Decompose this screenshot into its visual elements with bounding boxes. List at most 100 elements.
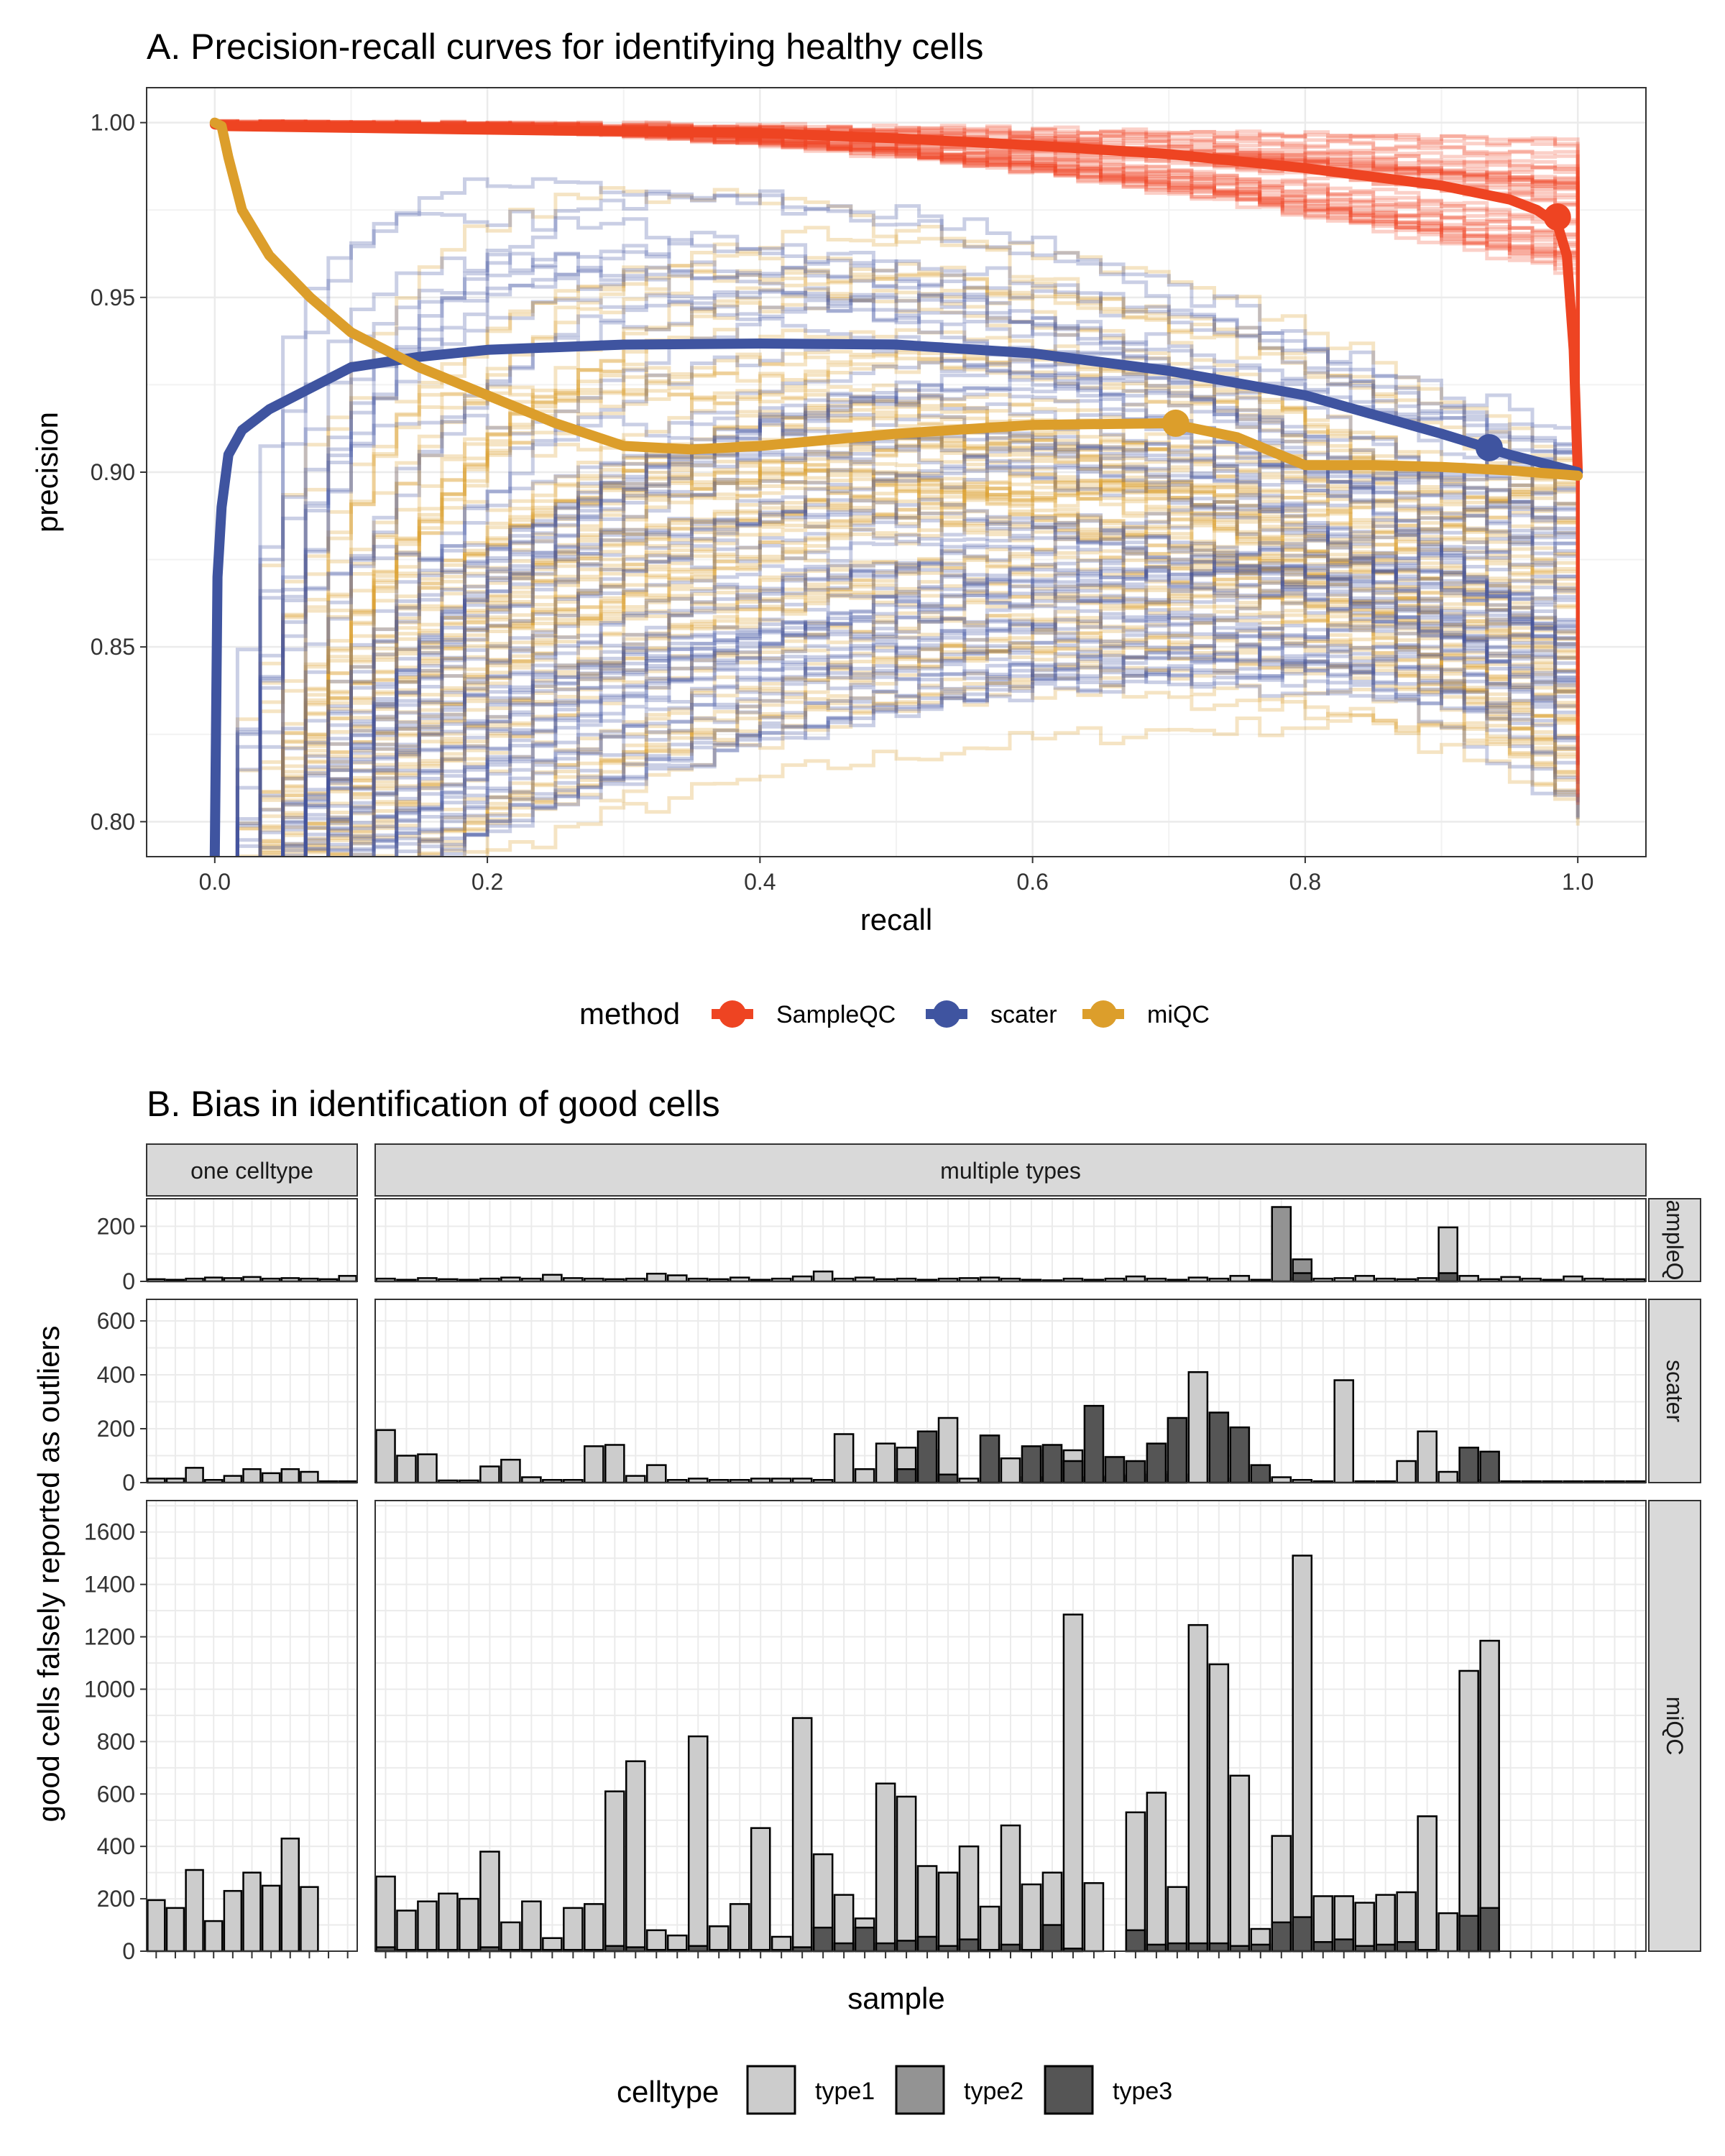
sample-curve-SampleQC bbox=[214, 120, 1580, 225]
series-marker-scater bbox=[1475, 433, 1503, 461]
legend-key-type2 bbox=[895, 2065, 945, 2115]
sample-curve-scater bbox=[440, 662, 1580, 857]
sample-curve-miQC bbox=[349, 635, 1580, 857]
legend-label-type2: type2 bbox=[964, 2078, 1024, 2105]
sample-curve-scater bbox=[258, 305, 1580, 857]
sample-curve-miQC bbox=[281, 456, 1580, 857]
sample-curve-miQC bbox=[258, 592, 1580, 857]
sample-curve-miQC bbox=[303, 489, 1580, 857]
y-tick-label: 1.00 bbox=[91, 110, 135, 136]
sample-curve-scater bbox=[281, 392, 1580, 857]
bar-type1 bbox=[1271, 1476, 1292, 1484]
bar-type1 bbox=[375, 1429, 396, 1484]
sample-curve-scater bbox=[258, 617, 1580, 857]
bar-type3 bbox=[1229, 1426, 1251, 1484]
bar-facet bbox=[146, 1198, 358, 1283]
bar-type1 bbox=[185, 1467, 204, 1484]
bar-type1 bbox=[165, 1907, 185, 1953]
sample-curve-scater bbox=[281, 510, 1580, 857]
bar-type1 bbox=[261, 1472, 281, 1484]
bar-type1 bbox=[812, 1270, 834, 1283]
y-axis-title: precision bbox=[30, 412, 64, 533]
sample-curve-miQC bbox=[395, 456, 1580, 857]
row-strip bbox=[1648, 1299, 1701, 1483]
sample-curve-miQC bbox=[281, 349, 1580, 857]
bar-type1 bbox=[1187, 1371, 1209, 1484]
sample-curve-miQC bbox=[326, 550, 1580, 857]
facet-border bbox=[146, 1299, 358, 1483]
bar-type1 bbox=[625, 1475, 646, 1484]
sample-curve-scater bbox=[326, 535, 1580, 857]
bar-type1 bbox=[300, 1470, 319, 1484]
bar-type1 bbox=[223, 1475, 243, 1484]
sample-curve-miQC bbox=[258, 267, 1580, 857]
sample-curve-scater bbox=[235, 265, 1580, 857]
bar-type1 bbox=[479, 1851, 500, 1953]
x-tick-label: 0.2 bbox=[472, 869, 503, 895]
sample-curve-scater bbox=[395, 624, 1580, 857]
bar-type3 bbox=[1083, 1404, 1105, 1484]
row-strip bbox=[1648, 1500, 1701, 1952]
x-tick-label: 0.6 bbox=[1016, 869, 1048, 895]
sample-curve-scater bbox=[303, 562, 1580, 857]
bar-type3 bbox=[1125, 1460, 1146, 1484]
facet-border bbox=[374, 1198, 1647, 1282]
bar-facet bbox=[374, 1299, 1647, 1484]
sample-curve-miQC bbox=[303, 474, 1580, 857]
sample-curve-scater bbox=[258, 286, 1580, 857]
bar-type3 bbox=[979, 1434, 1000, 1484]
bar-type1 bbox=[417, 1453, 438, 1484]
y-tick-label: 800 bbox=[97, 1728, 135, 1754]
legend-title: method bbox=[579, 997, 680, 1031]
legend-key-type3 bbox=[1044, 2065, 1094, 2115]
y-tick-label: 0.80 bbox=[91, 808, 135, 834]
bar-type1 bbox=[937, 1416, 959, 1484]
bar-type3 bbox=[1125, 1929, 1146, 1953]
y-tick-label: 0.85 bbox=[91, 634, 135, 660]
bar-type3 bbox=[1041, 1924, 1063, 1953]
sample-curve-scater bbox=[303, 388, 1580, 857]
column-strip bbox=[146, 1143, 358, 1197]
sample-curve-scater bbox=[303, 554, 1580, 857]
bar-type3 bbox=[1062, 1460, 1084, 1484]
panel-a-title: A. Precision-recall curves for identifyi… bbox=[147, 27, 983, 67]
sample-curve-miQC bbox=[349, 582, 1580, 857]
pr-curve-panel: 0.0 0.2 0.4 0.6 0.8 1.0 0.80 0.85 0.90 0.95 1.00 re… bbox=[30, 87, 1647, 936]
facet-border bbox=[146, 1198, 358, 1282]
sample-curve-scater bbox=[281, 438, 1580, 857]
y-tick-label: 200 bbox=[97, 1886, 135, 1912]
bar-type3 bbox=[1354, 1945, 1376, 1953]
sample-curve-miQC bbox=[258, 578, 1580, 857]
sample-curve-scater bbox=[281, 503, 1580, 857]
sample-curve-miQC bbox=[326, 441, 1580, 857]
bar-type1 bbox=[1187, 1623, 1209, 1953]
sample-curve-scater bbox=[372, 535, 1580, 857]
bar-type1 bbox=[645, 1273, 667, 1283]
y-tick-label: 1400 bbox=[84, 1572, 135, 1598]
sample-curve-scater bbox=[281, 382, 1580, 857]
y-tick-label: 200 bbox=[97, 1213, 135, 1239]
bar-type3 bbox=[1146, 1943, 1167, 1953]
bar-type1 bbox=[979, 1905, 1000, 1953]
bar-type3 bbox=[958, 1938, 980, 1953]
bar-type3 bbox=[937, 1473, 959, 1484]
series-line-SampleQC bbox=[209, 119, 1583, 477]
bar-type1 bbox=[500, 1921, 521, 1953]
sample-curve-miQC bbox=[258, 270, 1580, 857]
plot-border bbox=[146, 87, 1647, 857]
bar-type1 bbox=[396, 1909, 417, 1953]
bar-type1 bbox=[223, 1889, 243, 1953]
sample-curve-miQC bbox=[326, 506, 1580, 857]
bar-type3 bbox=[896, 1468, 917, 1484]
bar-type1 bbox=[1333, 1379, 1355, 1484]
bar-type1 bbox=[375, 1875, 396, 1953]
bar-type3 bbox=[1271, 1921, 1292, 1953]
sample-curve-scater bbox=[395, 626, 1580, 857]
y-tick-label: 0 bbox=[122, 1470, 135, 1496]
bar-type1 bbox=[396, 1455, 417, 1484]
bar-type1 bbox=[958, 1845, 980, 1953]
bar-type3 bbox=[1438, 1272, 1458, 1283]
bar-type1 bbox=[645, 1464, 667, 1484]
bar-type1 bbox=[417, 1900, 438, 1953]
